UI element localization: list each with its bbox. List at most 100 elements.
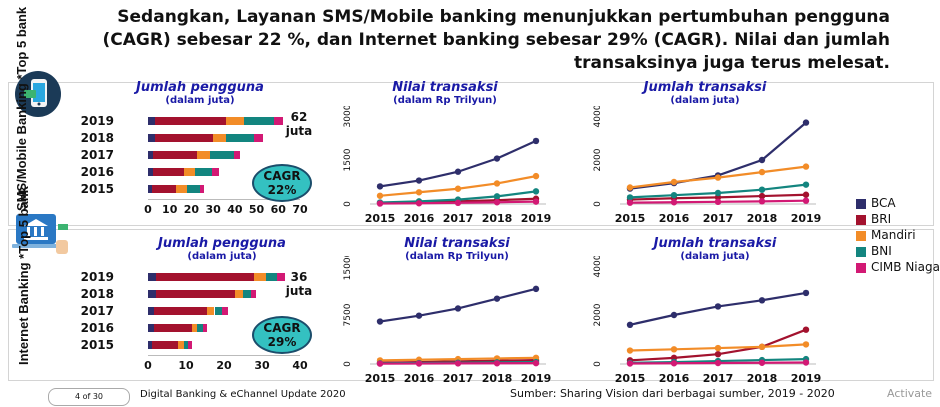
year-label: 2018: [80, 287, 114, 301]
bar-segment-mandiri: [183, 168, 195, 176]
mobile-cagr-value: 22%: [267, 183, 297, 197]
data-point-bca: [532, 137, 540, 145]
data-point-bca: [758, 156, 766, 164]
internet-side-label: Internet Banking *Top 5 bank: [16, 186, 31, 365]
bar-segment-cimb-niaga: [212, 168, 219, 176]
data-point-bca: [532, 285, 540, 293]
year-label: 2016: [80, 321, 114, 335]
data-point-mandiri: [670, 178, 678, 186]
x-tick-label: 10: [178, 359, 194, 372]
bar-segment-bni: [197, 324, 204, 332]
data-point-bri: [758, 192, 766, 200]
data-point-cimb-niaga: [493, 199, 501, 206]
bar-segment-bca: [148, 151, 154, 159]
data-point-bca: [376, 183, 384, 190]
bar-segment-mandiri: [254, 273, 266, 281]
x-tick-label: 2015: [365, 372, 396, 385]
data-point-bca: [376, 318, 384, 325]
bar-segment-bni: [226, 134, 255, 142]
x-tick-label: 2015: [615, 372, 646, 385]
internet-users-chart: 2019 2018 2017 2016 2015 0 10 20 30 40 36 juta: [80, 268, 340, 380]
legend-label: BRI: [871, 212, 892, 226]
x-tick-label: 2015: [615, 212, 646, 225]
legend-item: BNI: [856, 244, 940, 259]
y-tick-label: 0: [593, 361, 603, 367]
bar-segment-bca: [148, 168, 154, 176]
x-tick-label: 2019: [521, 212, 552, 225]
year-label: 2017: [80, 304, 114, 318]
data-point-cimb-niaga: [454, 199, 462, 207]
bar-segment-bca: [148, 117, 155, 125]
x-tick-label: 2015: [365, 212, 396, 225]
x-tick-label: 50: [248, 203, 265, 216]
mobile-volume-title-text: Jumlah transaksi: [643, 80, 767, 95]
bar-segment-cimb-niaga: [250, 290, 257, 298]
mobile-volume-title: Jumlah transaksi (dalam juta): [620, 80, 790, 107]
x-tick-label: 20: [183, 203, 200, 216]
mobile-users-title-text: Jumlah pengguna: [136, 80, 264, 95]
data-point-mandiri: [415, 189, 423, 196]
y-tick-label: 4000: [593, 106, 603, 127]
data-point-bri: [802, 326, 810, 333]
bar-segment-bni: [184, 341, 188, 349]
x-tick-label: 70: [292, 203, 308, 216]
source-note: Sumber: Sharing Vision dari berbagai sum…: [510, 387, 835, 400]
data-point-bca: [670, 311, 678, 319]
y-tick-label: 4000: [593, 256, 603, 277]
internet-banking-panel: [8, 229, 934, 381]
bar-segment-mandiri: [213, 134, 227, 142]
x-tick-label: 2018: [482, 372, 513, 385]
bar-segment-bri: [151, 341, 179, 349]
bar-segment-bca: [148, 134, 155, 142]
data-point-bni: [802, 181, 810, 188]
data-point-cimb-niaga: [493, 360, 501, 367]
y-tick-label: 3000: [343, 106, 353, 127]
mobile-value-subtitle: (dalam Rp Trilyun): [393, 95, 497, 106]
data-point-cimb-niaga: [714, 359, 722, 367]
bar-segment-cimb-niaga: [222, 307, 228, 315]
bar-segment-bca: [148, 290, 156, 298]
data-point-mandiri: [802, 163, 810, 170]
internet-volume-title-text: Jumlah transaksi: [653, 236, 777, 251]
internet-users-title-text: Jumlah pengguna: [158, 236, 286, 251]
data-point-cimb-niaga: [454, 360, 462, 367]
footer-title: Digital Banking & eChannel Update 2020: [140, 389, 346, 400]
bar-segment-mandiri: [235, 290, 243, 298]
x-tick-label: 2019: [521, 372, 552, 385]
mobile-users-chart: 2019 2018 2017 2016 2015 0 10 20 30 40 50 60 70 62 ju…: [80, 110, 320, 224]
x-tick-label: 60: [270, 203, 286, 216]
legend-item: BCA: [856, 196, 940, 211]
x-tick-label: 2018: [482, 212, 513, 225]
data-point-bni: [626, 194, 634, 201]
data-point-bni: [670, 192, 678, 199]
legend-item: BRI: [856, 212, 940, 227]
y-tick-label: 1500: [343, 148, 353, 171]
data-point-bca: [493, 155, 501, 162]
bank-laptop-icon: [12, 214, 68, 254]
bar-segment-bca: [148, 273, 156, 281]
year-label: 2015: [80, 338, 114, 352]
data-point-bca: [454, 305, 462, 312]
data-point-bri: [714, 194, 722, 201]
bar-segment-mandiri: [196, 151, 210, 159]
internet-volume-subtitle: (dalam juta): [680, 251, 750, 262]
x-tick-label: 40: [292, 359, 308, 372]
data-point-cimb-niaga: [758, 198, 766, 205]
x-tick-label: 2016: [659, 212, 690, 225]
x-tick-label: 2019: [791, 372, 822, 385]
bar-segment-cimb-niaga: [273, 117, 283, 125]
data-point-cimb-niaga: [802, 197, 810, 204]
x-tick-label: 0: [144, 359, 152, 372]
year-label: 2019: [80, 270, 114, 284]
bar-segment-bri: [153, 168, 184, 176]
x-tick-label: 2017: [703, 212, 734, 225]
data-point-cimb-niaga: [626, 199, 634, 206]
bar-segment-mandiri: [178, 341, 185, 349]
data-point-mandiri: [454, 185, 462, 192]
data-point-cimb-niaga: [415, 200, 423, 207]
year-label: 2019: [80, 114, 114, 128]
x-tick-label: 2019: [791, 212, 822, 225]
bar-segment-cimb-niaga: [203, 324, 207, 332]
data-point-bni: [532, 188, 540, 195]
data-point-cimb-niaga: [376, 200, 384, 207]
